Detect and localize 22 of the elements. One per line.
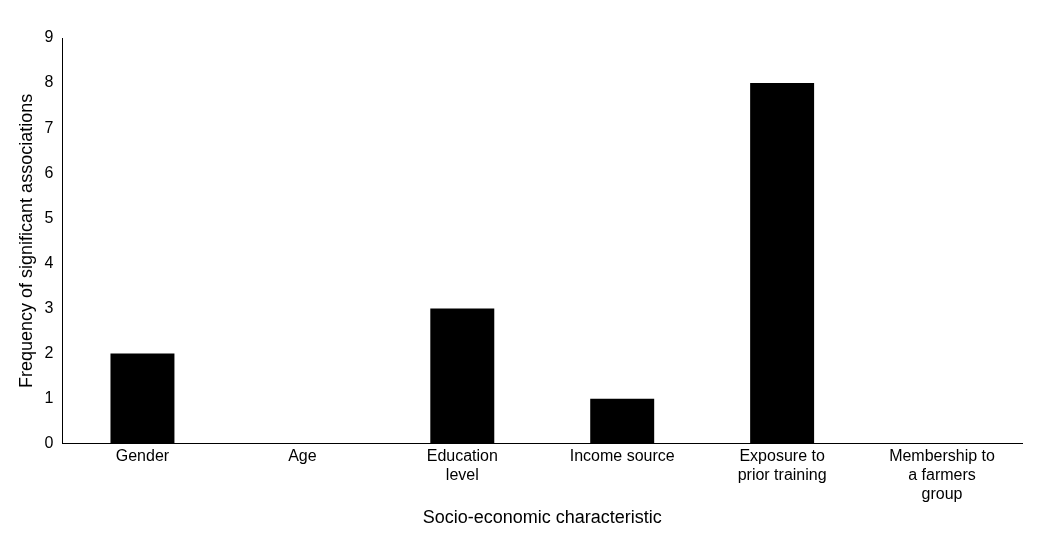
x-tick-label: Education level: [426, 446, 498, 484]
bar: [110, 353, 175, 444]
y-tick-label: 7: [44, 118, 54, 136]
x-axis-title: Socio-economic characteristic: [422, 507, 662, 528]
y-tick-label: 6: [44, 163, 54, 181]
y-tick-label: 8: [44, 73, 54, 91]
x-tick-label: Exposure to prior training: [737, 446, 827, 484]
y-tick-label: 2: [44, 344, 54, 362]
y-tick-label: 1: [44, 389, 54, 407]
x-tick-label: Income source: [569, 446, 675, 464]
y-tick-label: 3: [44, 298, 54, 316]
y-tick-label: 4: [44, 253, 54, 271]
x-tick-label: Age: [288, 446, 317, 464]
y-tick-label: 5: [44, 208, 54, 226]
bar: [590, 398, 655, 444]
bar: [750, 83, 815, 444]
x-tick-label: Gender: [115, 446, 170, 464]
y-tick-label: 9: [44, 28, 54, 46]
y-tick-label: 0: [44, 434, 54, 452]
bar: [430, 308, 495, 444]
y-axis-title: Frequency of significant associations: [15, 93, 36, 388]
x-tick-label: Membership to a farmers group: [889, 446, 996, 503]
